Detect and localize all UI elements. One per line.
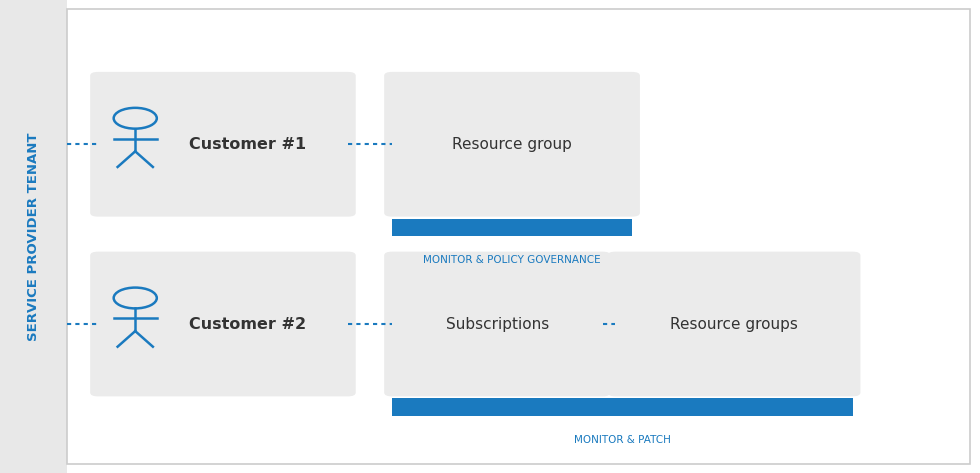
FancyBboxPatch shape [90,252,356,396]
FancyBboxPatch shape [384,252,611,396]
Text: Customer #2: Customer #2 [189,316,306,332]
FancyBboxPatch shape [90,72,356,217]
FancyBboxPatch shape [0,0,67,473]
Text: SERVICE PROVIDER TENANT: SERVICE PROVIDER TENANT [26,132,40,341]
Text: MONITOR & POLICY GOVERNANCE: MONITOR & POLICY GOVERNANCE [423,255,601,265]
FancyBboxPatch shape [392,219,632,236]
Text: Resource group: Resource group [452,137,572,152]
Text: Resource groups: Resource groups [670,316,798,332]
FancyBboxPatch shape [608,252,860,396]
Text: MONITOR & PATCH: MONITOR & PATCH [574,435,670,445]
Text: Subscriptions: Subscriptions [446,316,549,332]
FancyBboxPatch shape [384,72,640,217]
Text: Customer #1: Customer #1 [189,137,306,152]
FancyBboxPatch shape [392,398,853,416]
